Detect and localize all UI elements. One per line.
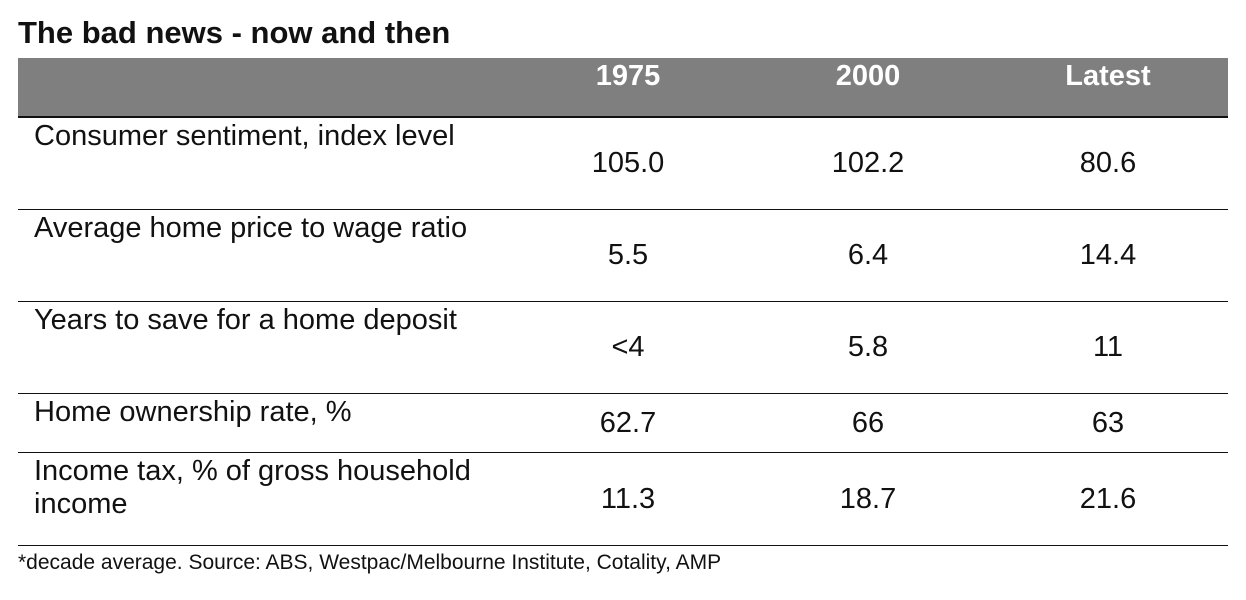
- table-cell-2000: 66: [851, 406, 885, 439]
- row-label: Income tax, % of gross household income: [34, 455, 471, 520]
- row-label: Home ownership rate, %: [34, 396, 352, 428]
- table-title: The bad news - now and then: [18, 15, 451, 50]
- source-footnote: *decade average. Source: ABS, Westpac/Me…: [18, 551, 722, 574]
- table-cell-latest: 63: [1091, 406, 1125, 439]
- table-row-consumer-sentiment: Consumer sentiment, index level 105.0 10…: [18, 118, 1228, 210]
- table-cell-2000: 102.2: [831, 147, 905, 179]
- table-cell-2000: 18.7: [839, 482, 897, 515]
- table-cell-2000: 5.8: [847, 331, 889, 363]
- table-cell-1975: 11.3: [600, 482, 656, 515]
- row-label: Consumer sentiment, index level: [34, 120, 455, 152]
- table-row-home-price-ratio: Average home price to wage ratio 5.5 6.4…: [18, 210, 1228, 302]
- row-label: Years to save for a home deposit: [34, 304, 457, 336]
- column-header-1975: 1975: [595, 60, 661, 92]
- table-row-years-to-save: Years to save for a home deposit <4 5.8 …: [18, 302, 1228, 394]
- table-header: 1975 2000 Latest: [18, 58, 1228, 118]
- row-label: Average home price to wage ratio: [34, 212, 468, 244]
- table-cell-1975: 5.5: [607, 239, 649, 271]
- table-cell-latest: 14.4: [1079, 239, 1137, 271]
- table-cell-2000: 6.4: [847, 239, 889, 271]
- table-row-income-tax: Income tax, % of gross household income …: [18, 453, 1228, 546]
- data-table: 1975 2000 Latest Consumer sentiment, ind…: [18, 58, 1228, 546]
- table-cell-latest: 21.6: [1079, 482, 1137, 515]
- table-cell-1975: 62.7: [599, 406, 657, 439]
- table-cell-1975: 105.0: [591, 147, 665, 179]
- table-row-home-ownership: Home ownership rate, % 62.7 66 63: [18, 394, 1228, 453]
- table-cell-1975: <4: [611, 331, 645, 363]
- table-cell-latest: 80.6: [1079, 147, 1137, 179]
- column-header-2000: 2000: [835, 60, 901, 92]
- table-cell-latest: 11: [1092, 331, 1124, 363]
- column-header-latest: Latest: [1065, 60, 1151, 92]
